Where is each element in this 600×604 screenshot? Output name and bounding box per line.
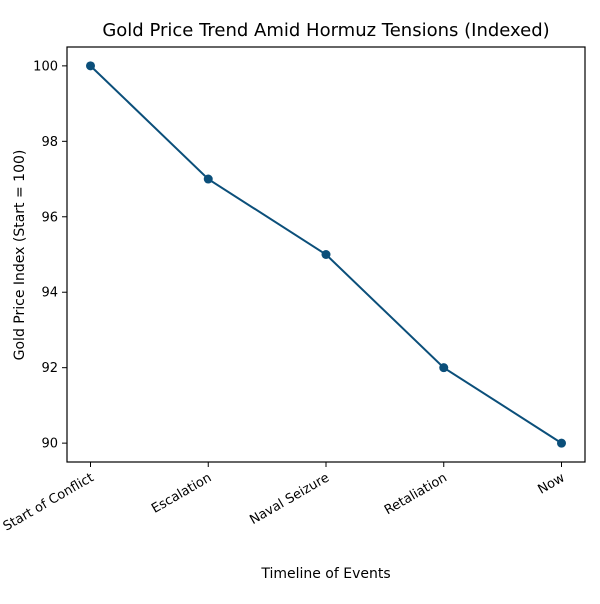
x-tick-label: Escalation [149,470,214,516]
data-point [203,174,213,184]
x-tick-label: Naval Seizure [247,470,332,528]
x-axis: Start of Conflict Escalation Naval Seizure… [1,462,568,534]
x-tick-label: Now [535,470,567,497]
y-tick-label: 96 [41,210,58,225]
data-point [86,61,95,71]
x-tick-label: Retaliation [382,470,450,518]
data-point [557,438,566,448]
x-axis-label: Timeline of Events [260,566,390,582]
y-tick-label: 92 [41,361,58,376]
data-point [439,363,449,373]
y-axis-label: Gold Price Index (Start = 100) [12,150,28,361]
y-tick-label: 98 [41,135,58,150]
y-axis: 90 92 94 96 98 100 [33,59,67,452]
x-tick-label: Start of Conflict [1,470,97,534]
chart-title: Gold Price Trend Amid Hormuz Tensions (I… [102,20,549,41]
y-tick-label: 90 [41,437,58,452]
y-tick-label: 94 [41,286,58,301]
series-markers [86,61,566,448]
data-point [321,250,331,259]
y-tick-label: 100 [33,59,58,74]
